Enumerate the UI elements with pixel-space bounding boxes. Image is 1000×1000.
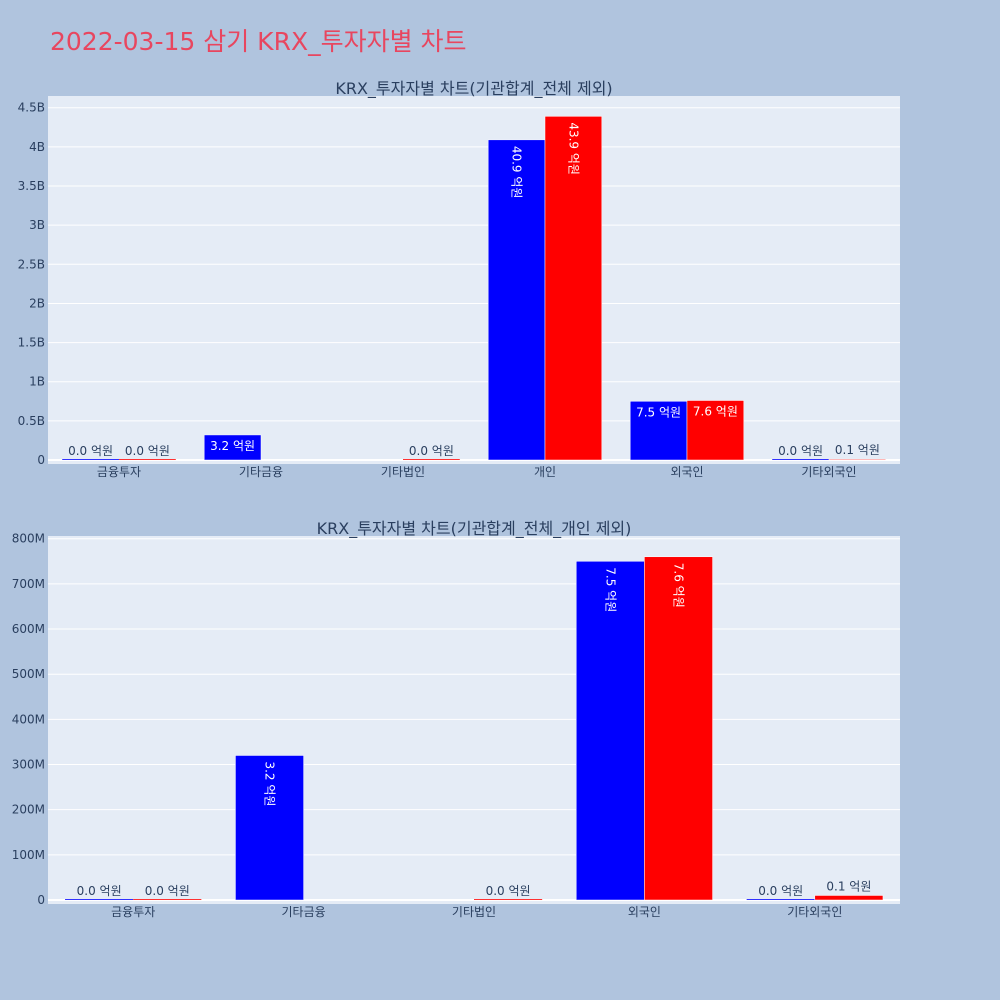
chart0-ytick-label: 1.5B xyxy=(18,336,45,350)
chart0-data-label: 3.2 억원 xyxy=(210,439,255,453)
chart0-xtick-label: 기타외국인 xyxy=(801,465,856,479)
chart0-bar-buy xyxy=(629,401,688,461)
chart1-ytick-label: 500M xyxy=(12,667,45,681)
chart1-ytick-label: 800M xyxy=(12,532,45,546)
chart1-ytick-label: 300M xyxy=(12,758,45,772)
chart1-data-label: 0.0 억원 xyxy=(758,884,803,898)
chart0-title: KRX_투자자별 차트(기관합계_전체 제외) xyxy=(335,79,612,99)
chart0-bar-buy xyxy=(203,434,262,461)
chart0-data-label: 0.0 억원 xyxy=(68,444,113,458)
chart1-ytick-label: 200M xyxy=(12,803,45,817)
chart-top: 0 0.5B 1B 1.5B 2B 2.5B 3B 3.5B 4B 4.5B KRX_투자자별 차트… xyxy=(18,79,900,479)
chart1-bar-buy xyxy=(235,755,304,901)
chart1-xtick-label: 기타금융 xyxy=(282,905,326,919)
chart1-data-label: 0.0 억원 xyxy=(145,884,190,898)
chart1-ytick-label: 400M xyxy=(12,712,45,726)
chart0-ytick-label: 3.5B xyxy=(18,179,45,193)
chart0-ytick-label: 0.5B xyxy=(18,414,45,428)
chart1-bar-buy xyxy=(575,561,645,901)
chart1-ytick-label: 700M xyxy=(12,577,45,591)
chart1-data-label: 0.0 억원 xyxy=(486,884,531,898)
chart0-xtick-label: 외국인 xyxy=(670,465,703,479)
chart0-data-label: 0.0 억원 xyxy=(778,444,823,458)
chart1-ytick-label: 100M xyxy=(12,848,45,862)
chart1-ytick-label: 0 xyxy=(37,893,45,907)
chart0-data-label: 0.1 억원 xyxy=(835,443,880,457)
chart1-bar-sell xyxy=(474,899,543,900)
chart0-ytick-label: 4B xyxy=(29,140,45,154)
chart1-bar-sell xyxy=(814,895,884,901)
chart1-bar-sell xyxy=(133,899,202,900)
chart0-bar-sell xyxy=(686,400,745,461)
chart0-ytick-label: 1B xyxy=(29,375,45,389)
chart1-data-label: 7.6 억원 xyxy=(671,563,685,608)
chart0-bar-buy xyxy=(62,459,119,460)
chart0-data-label: 43.9 억원 xyxy=(566,122,580,175)
chart1-xtick-label: 기타법인 xyxy=(452,905,496,919)
chart0-data-label: 0.0 억원 xyxy=(409,444,454,458)
chart0-bar-sell xyxy=(828,458,887,461)
chart0-data-label: 0.0 억원 xyxy=(125,444,170,458)
chart0-xtick-label: 개인 xyxy=(534,465,556,479)
chart0-data-label: 7.5 억원 xyxy=(636,405,681,419)
chart0-data-label: 40.9 억원 xyxy=(510,146,524,199)
chart1-title: KRX_투자자별 차트(기관합계_전체_개인 제외) xyxy=(317,519,632,539)
chart1-data-label: 3.2 억원 xyxy=(263,761,277,806)
chart0-xtick-label: 기타법인 xyxy=(381,465,425,479)
chart0-data-label: 7.6 억원 xyxy=(693,405,738,419)
chart1-bar-sell xyxy=(644,556,713,901)
chart0-ytick-label: 4.5B xyxy=(18,101,45,115)
chart1-xtick-label: 외국인 xyxy=(628,905,661,919)
chart0-ytick-label: 2.5B xyxy=(18,257,45,271)
chart0-plot-area xyxy=(48,96,900,464)
chart0-xtick-label: 금융투자 xyxy=(97,465,141,479)
page-title: 2022-03-15 삼기 KRX_투자자별 차트 xyxy=(50,27,467,56)
chart0-bar-sell xyxy=(544,116,603,461)
chart1-bar-buy xyxy=(65,899,134,900)
chart1-ytick-label: 600M xyxy=(12,622,45,636)
chart1-data-label: 0.0 억원 xyxy=(77,884,122,898)
chart0-bar-sell xyxy=(119,459,176,460)
chart0-bar-sell xyxy=(403,459,460,460)
chart0-xtick-label: 기타금융 xyxy=(239,465,283,479)
chart1-plot-area xyxy=(48,536,900,904)
chart1-data-label: 0.1 억원 xyxy=(826,879,871,893)
chart1-xtick-label: 기타외국인 xyxy=(787,905,842,919)
chart1-bar-buy xyxy=(746,899,815,900)
chart1-xtick-label: 금융투자 xyxy=(111,905,155,919)
chart0-ytick-label: 2B xyxy=(29,296,45,310)
chart0-ytick-label: 0 xyxy=(37,453,45,467)
chart1-data-label: 7.5 억원 xyxy=(603,567,617,612)
chart0-bar-buy xyxy=(487,139,546,461)
chart0-ytick-label: 3B xyxy=(29,218,45,232)
chart0-bar-buy xyxy=(772,459,829,460)
